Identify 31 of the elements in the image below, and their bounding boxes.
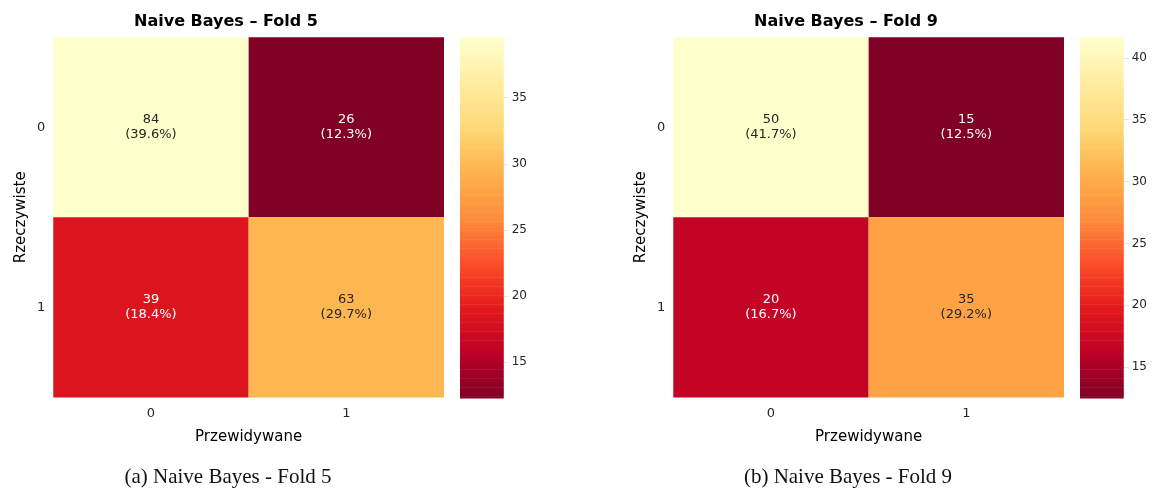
data-label: 63 (29.7%) [320,291,373,322]
color-bar-label: 25 [1131,235,1148,250]
data-label: 15 (12.5%) [940,111,993,142]
color-bar-label: 35 [1131,112,1148,127]
color-bar-label: 35 [511,90,528,105]
x-tick-label: 1 [342,404,351,420]
data-label: 39 (18.4%) [125,291,177,322]
text: (b) Naive Bayes - Fold 9 [742,464,954,489]
data-label: 84 (39.6%) [125,111,177,142]
color-bar-label: 20 [1131,297,1148,312]
color-bar-label: 40 [1131,50,1148,65]
color-bar-label: 20 [511,288,528,303]
color-bar-label: 15 [511,354,528,369]
chart-title: Naive Bayes – Fold 9 [754,10,938,30]
chart-title: Naive Bayes – Fold 5 [134,10,318,30]
x-axis-title: Przewidywane [815,426,923,445]
y-axis-title: Rzeczywiste [10,171,29,264]
data-label: 35 (29.2%) [940,291,993,322]
data-label: 20 (16.7%) [745,291,797,322]
color-bar-label: 15 [1131,359,1148,374]
color-bar-label: 30 [511,156,528,171]
data-label: 26 (12.3%) [320,111,373,142]
x-tick-label: 1 [962,404,971,420]
data-label: 50 (41.7%) [745,111,797,142]
x-axis-title: Przewidywane [195,426,303,445]
x-tick-label: 0 [766,404,776,420]
color-bar-label: 30 [1131,173,1148,188]
y-axis-title: Rzeczywiste [630,171,649,264]
color-bar-label: 25 [511,222,528,237]
x-tick-label: 0 [146,404,156,420]
text: (a) Naive Bayes - Fold 5 [123,464,333,489]
